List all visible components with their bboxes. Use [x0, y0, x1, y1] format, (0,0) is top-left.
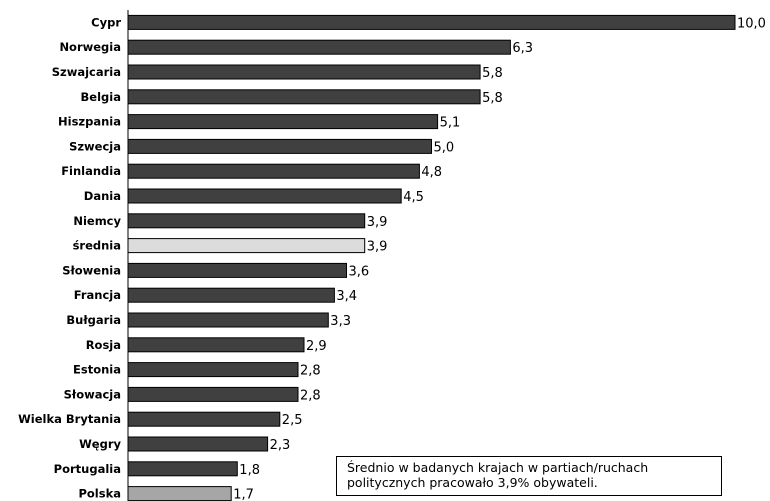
bar [127, 163, 420, 179]
value-label: 3,9 [367, 240, 388, 255]
value-label: 2,3 [270, 438, 291, 453]
value-label: 3,6 [349, 264, 370, 279]
category-label: Francja [74, 288, 121, 302]
bar [127, 287, 335, 303]
value-label: 5,1 [440, 116, 461, 131]
bar [127, 362, 299, 378]
category-label: Bułgaria [66, 313, 121, 327]
category-label: Estonia [73, 363, 121, 377]
bar [127, 337, 305, 353]
value-label: 2,8 [300, 364, 321, 379]
category-label: Słowacja [64, 387, 121, 401]
bar [127, 436, 269, 452]
value-label: 3,4 [336, 289, 357, 304]
bars-layer [127, 14, 736, 501]
category-label: Dania [84, 189, 121, 203]
value-label: 2,8 [300, 388, 321, 403]
category-label: Hiszpania [58, 115, 121, 129]
category-labels: Cypr Norwegia Szwajcaria Belgia Hiszpania Szw… [18, 15, 121, 500]
bar [127, 262, 347, 278]
bar [127, 138, 432, 154]
value-label: 3,9 [367, 215, 388, 230]
value-label: 4,8 [421, 165, 442, 180]
annotation-line-2: politycznych pracowało 3,9% obywateli. [347, 475, 598, 490]
value-labels: 10,0 6,3 5,8 5,8 5,1 5,0 4,8 4,5 3,9 3,9 3,6 3,4 3,3… [233, 16, 766, 501]
category-label: Finlandia [61, 164, 121, 178]
bar [127, 461, 238, 477]
value-label: 10,0 [737, 16, 766, 31]
value-label: 1,7 [233, 488, 254, 501]
category-label: Polska [78, 487, 121, 501]
value-label: 3,3 [330, 314, 351, 329]
bar [127, 411, 281, 427]
annotation-line-1: Średnio w badanych krajach w partiach/ru… [347, 460, 649, 475]
value-label: 5,8 [482, 66, 503, 81]
category-label: Szwecja [69, 139, 121, 153]
value-label: 5,0 [434, 140, 455, 155]
bar [127, 486, 232, 501]
bar [127, 238, 366, 254]
category-label: Wielka Brytania [18, 412, 121, 426]
category-label: Węgry [79, 437, 121, 451]
value-label: 4,5 [403, 190, 424, 205]
value-label: 2,5 [282, 413, 303, 428]
value-label: 5,8 [482, 91, 503, 106]
category-label: średnia [73, 239, 121, 253]
category-label: Niemcy [73, 214, 121, 228]
category-label: Portugalia [54, 462, 121, 476]
value-label: 6,3 [512, 41, 533, 56]
bar [127, 213, 366, 229]
bar [127, 89, 481, 105]
category-label: Norwegia [59, 40, 121, 54]
category-label: Szwajcaria [52, 65, 121, 79]
value-label: 2,9 [306, 339, 327, 354]
category-label: Cypr [91, 15, 121, 29]
bar [127, 312, 329, 328]
category-label: Słowenia [62, 263, 121, 277]
bar [127, 188, 402, 204]
bar [127, 386, 299, 402]
bar [127, 64, 481, 80]
bar [127, 114, 439, 130]
category-label: Rosja [86, 338, 121, 352]
annotation-box: Średnio w badanych krajach w partiach/ru… [336, 456, 722, 496]
category-label: Belgia [81, 90, 121, 104]
bar [127, 39, 511, 55]
value-label: 1,8 [239, 463, 260, 478]
bar [127, 14, 736, 30]
